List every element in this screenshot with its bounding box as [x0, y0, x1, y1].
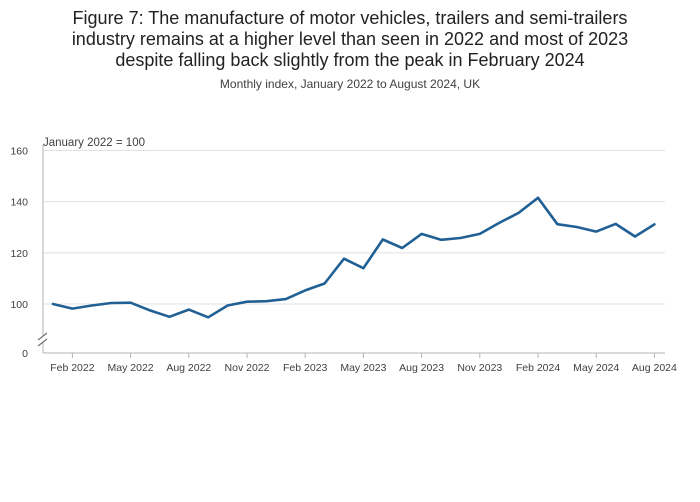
x-tick-label-7: Aug 2023 [399, 362, 444, 374]
axis-break-mark-lower [37, 338, 48, 347]
series-line-1 [51, 196, 656, 319]
y-tick-label-100: 100 [10, 299, 28, 311]
y-axis-label: January 2022 = 100 [43, 137, 145, 149]
x-tick-label-8: Nov 2023 [457, 362, 502, 374]
chart-title: Figure 7: The manufacture of motor vehic… [0, 8, 700, 71]
x-tick-label-11: Aug 2024 [632, 362, 677, 374]
y-tick-label-0: 0 [22, 348, 28, 360]
x-tick-label-2: May 2022 [108, 362, 154, 374]
x-tick-label-9: Feb 2024 [516, 362, 561, 374]
x-tick-label-4: Nov 2022 [225, 362, 270, 374]
y-tick-label-120: 120 [10, 248, 28, 260]
x-tick-label-5: Feb 2023 [283, 362, 328, 374]
x-tick-label-10: May 2024 [573, 362, 619, 374]
y-tick-label-140: 140 [10, 197, 28, 209]
chart-title-line-1: Figure 7: The manufacture of motor vehic… [72, 8, 628, 28]
axis-break-mark-upper [37, 332, 48, 341]
chart-subtitle: Monthly index, January 2022 to August 20… [219, 77, 481, 91]
x-tick-label-3: Aug 2022 [166, 362, 211, 374]
chart-title-line-2: industry remains at a higher level than … [71, 29, 629, 49]
x-tick-label-1: Feb 2022 [50, 362, 95, 374]
x-tick-label-6: May 2023 [340, 362, 386, 374]
y-tick-label-160: 160 [10, 146, 28, 158]
chart-title-line-3: despite falling back slightly from the p… [115, 50, 585, 70]
